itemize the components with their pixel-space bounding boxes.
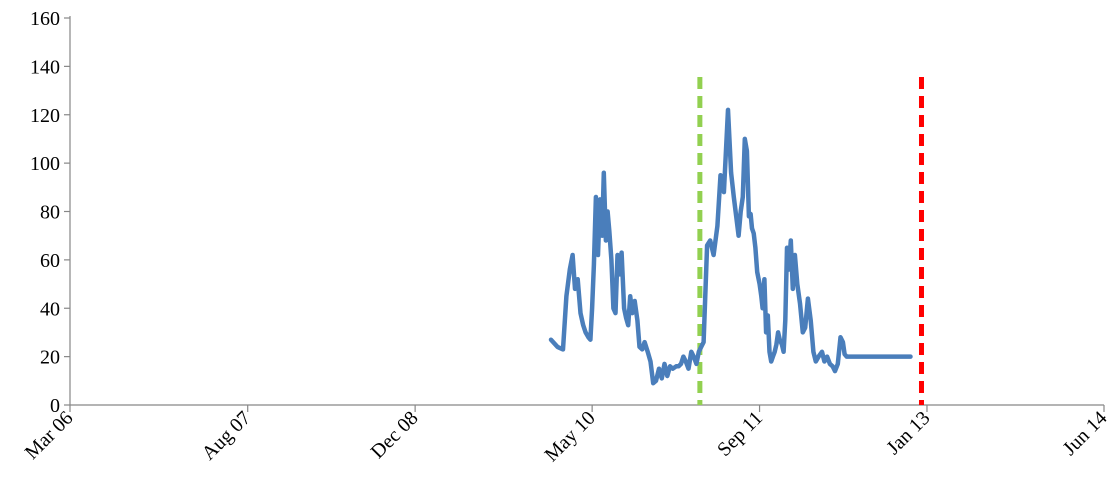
y-tick-label: 160 — [30, 8, 60, 30]
series-layer — [548, 107, 913, 386]
y-tick-label: 0 — [50, 395, 60, 417]
x-tick-label: Dec 08 — [367, 407, 423, 463]
y-tick-label: 120 — [30, 105, 60, 127]
x-tick-label: May 10 — [541, 407, 600, 466]
y-tick-label: 60 — [40, 250, 60, 272]
y-tick-label: 20 — [40, 347, 60, 369]
y-tick-label: 100 — [30, 153, 60, 175]
series-line — [548, 107, 913, 386]
x-tick-label: Sep 11 — [713, 407, 767, 461]
y-tick-label: 80 — [40, 202, 60, 224]
x-tick-label: Jun 14 — [1059, 407, 1112, 460]
y-tick-label: 140 — [30, 56, 60, 78]
x-tick-label: Jan 13 — [882, 407, 934, 459]
x-tick-label: Aug 07 — [198, 407, 256, 465]
y-tick-label: 40 — [40, 298, 60, 320]
